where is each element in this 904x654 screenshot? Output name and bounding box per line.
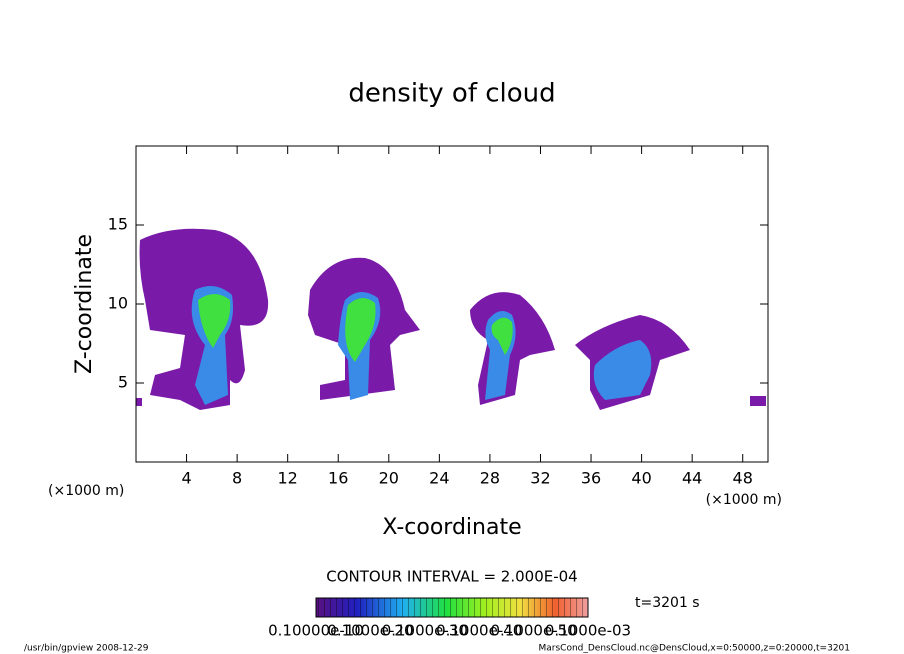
colorbar-label: 0.1000e-50 (490, 622, 576, 640)
x-tick-label: 20 (379, 469, 399, 488)
x-tick-label: 28 (480, 469, 500, 488)
y-tick-label: 15 (108, 215, 128, 234)
chart-title: density of cloud (348, 79, 555, 109)
colorbar-label: 0.1000e-40 (436, 622, 522, 640)
footer-right: MarsCond_DensCloud.nc@DensCloud,x=0:5000… (539, 644, 851, 654)
x-unit-right: (×1000 m) (706, 492, 782, 508)
x-tick-label: 8 (232, 469, 242, 488)
colorbar-label: 0.1000e-30 (382, 622, 468, 640)
x-tick-label: 16 (328, 469, 348, 488)
x-tick-label: 40 (631, 469, 651, 488)
contour-interval: CONTOUR INTERVAL = 2.000E-04 (326, 568, 577, 586)
x-tick-label: 36 (581, 469, 601, 488)
footer-left: /usr/bin/gpview 2008-12-29 (24, 644, 149, 654)
x-tick-label: 48 (733, 469, 753, 488)
x-tick-label: 44 (682, 469, 702, 488)
y-tick-label: 10 (108, 294, 128, 313)
y-tick-label: 5 (118, 373, 128, 392)
x-axis-label: X-coordinate (382, 515, 521, 540)
colorbar-frame (315, 597, 589, 618)
time-label: t=3201 s (635, 595, 700, 611)
y-axis-label: Z-coordinate (72, 234, 97, 374)
x-tick-label: 4 (181, 469, 191, 488)
x-tick-label: 24 (429, 469, 449, 488)
colorbar-label: 0.10000e-10 (268, 622, 364, 640)
cloud-field (136, 228, 766, 410)
colorbar-label: 0.1000e-03 (545, 622, 631, 640)
x-tick-label: 32 (530, 469, 550, 488)
x-unit-left: (×1000 m) (48, 483, 124, 499)
colorbar-label: 0.1000e-20 (327, 622, 413, 640)
x-tick-label: 12 (278, 469, 298, 488)
